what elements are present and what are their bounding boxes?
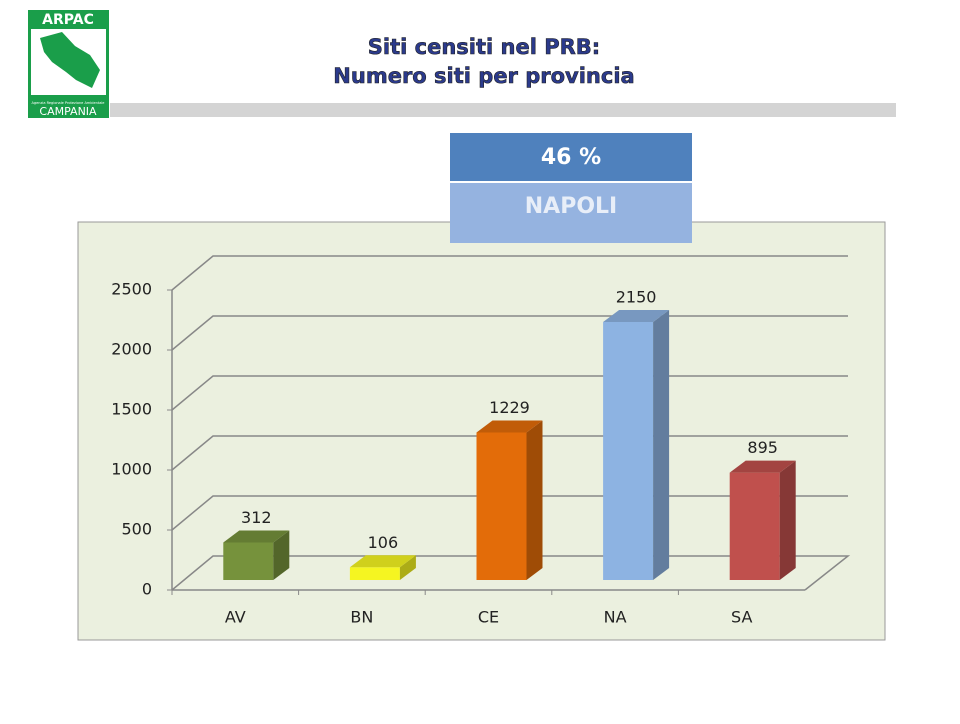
value-label: 2150 <box>616 288 657 307</box>
bar-top <box>349 555 416 568</box>
x-tick-label: NA <box>604 608 627 627</box>
bar-side <box>399 555 416 580</box>
callout-value: 46 % <box>541 145 601 170</box>
bar-front <box>476 432 527 580</box>
bar <box>729 460 796 580</box>
logo-map <box>40 32 100 88</box>
bar-side <box>526 420 543 580</box>
title-line: Siti censiti nel PRB: <box>368 35 600 59</box>
y-tick-label: 0 <box>142 580 152 599</box>
logo-small: Agenzia Regionale Protezione Ambientale <box>32 101 105 105</box>
callout-top <box>450 133 692 181</box>
y-tick-label: 1000 <box>111 460 152 479</box>
value-label: 895 <box>747 438 778 457</box>
bar-front <box>349 567 400 580</box>
x-tick-label: AV <box>225 608 246 627</box>
bar-front <box>603 322 654 580</box>
title-line: Numero siti per provincia <box>333 64 634 88</box>
bar <box>476 420 543 580</box>
bar-top <box>223 530 290 543</box>
bar-side <box>273 530 290 580</box>
bar <box>349 555 416 580</box>
title-rule <box>110 103 896 117</box>
bar-top <box>603 310 670 322</box>
callout-label: NAPOLI <box>525 194 617 219</box>
value-label: 1229 <box>489 398 530 417</box>
y-tick-label: 500 <box>121 520 152 539</box>
bar-top <box>476 420 543 433</box>
y-tick-label: 1500 <box>111 400 152 419</box>
x-tick-label: BN <box>350 608 373 627</box>
bar <box>603 310 670 580</box>
value-label: 106 <box>368 533 399 552</box>
bar-front <box>223 542 274 580</box>
bar-side <box>653 310 670 580</box>
bar <box>223 530 290 580</box>
bar-side <box>779 460 796 580</box>
x-tick-label: CE <box>478 608 499 627</box>
logo-top: ARPAC <box>42 12 94 28</box>
grid-line <box>171 255 848 291</box>
y-tick-label: 2000 <box>111 340 152 359</box>
logo-bottom: CAMPANIA <box>39 105 97 118</box>
bar-front <box>729 472 780 580</box>
x-tick-label: SA <box>731 608 752 627</box>
y-tick-label: 2500 <box>111 280 152 299</box>
value-label: 312 <box>241 508 272 527</box>
bar-top <box>729 460 796 473</box>
callout-bottom <box>450 183 692 243</box>
